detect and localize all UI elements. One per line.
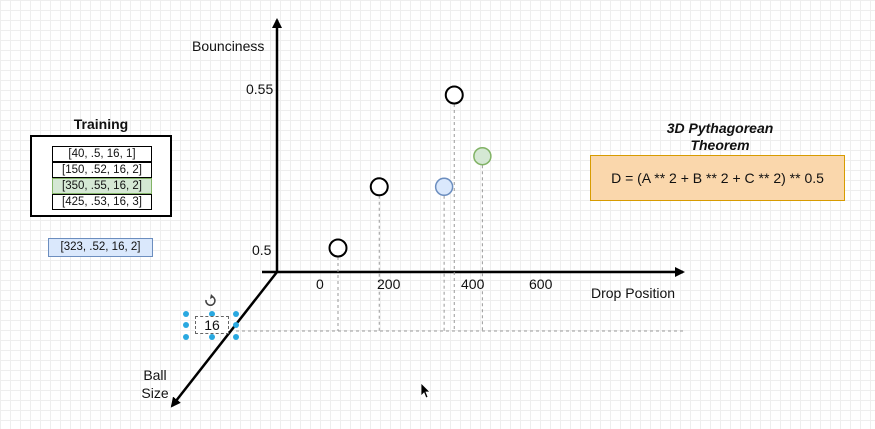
y-tick-label: 0.5 bbox=[252, 242, 272, 258]
formula-title-line1: 3D Pythagorean bbox=[666, 120, 774, 136]
formula-title: 3D Pythagorean Theorem bbox=[630, 120, 810, 154]
training-row[interactable]: [150, .52, 16, 2] bbox=[52, 162, 152, 178]
rotate-handle-icon[interactable] bbox=[205, 294, 216, 306]
training-point[interactable] bbox=[444, 85, 464, 105]
formula-box[interactable]: D = (A ** 2 + B ** 2 + C ** 2) ** 0.5 bbox=[590, 155, 845, 201]
y-tick-label: 0.55 bbox=[246, 81, 274, 97]
z-axis-label: Ball Size bbox=[130, 366, 180, 402]
cursor-icon bbox=[420, 382, 431, 399]
z-axis-label-line2: Size bbox=[141, 385, 169, 401]
training-point[interactable] bbox=[369, 177, 389, 197]
formula-title-line2: Theorem bbox=[690, 137, 750, 153]
z-axis-label-line1: Ball bbox=[143, 367, 167, 383]
x-tick-label: 200 bbox=[377, 276, 401, 292]
x-tick-label: 400 bbox=[461, 276, 485, 292]
training-row-highlighted[interactable]: [350, .55, 16, 2] bbox=[52, 178, 152, 194]
training-row[interactable]: [425, .53, 16, 3] bbox=[52, 194, 152, 210]
size-value-label[interactable]: 16 bbox=[195, 316, 229, 334]
z-axis bbox=[170, 271, 278, 408]
y-axis-label: Bounciness bbox=[192, 38, 265, 54]
highlight-point[interactable] bbox=[473, 146, 492, 166]
selection-handles[interactable] bbox=[183, 311, 239, 340]
query-point-box[interactable]: [323, .52, 16, 2] bbox=[48, 238, 153, 257]
query-point[interactable] bbox=[434, 177, 454, 197]
x-tick-label: 600 bbox=[529, 276, 553, 292]
training-title: Training bbox=[73, 116, 129, 132]
x-tick-label: 0 bbox=[316, 276, 324, 292]
training-point[interactable] bbox=[328, 238, 348, 258]
training-table: [40, .5, 16, 1] [150, .52, 16, 2] [350, … bbox=[30, 135, 172, 217]
x-axis-label: Drop Position bbox=[591, 285, 676, 301]
training-row[interactable]: [40, .5, 16, 1] bbox=[52, 146, 152, 162]
